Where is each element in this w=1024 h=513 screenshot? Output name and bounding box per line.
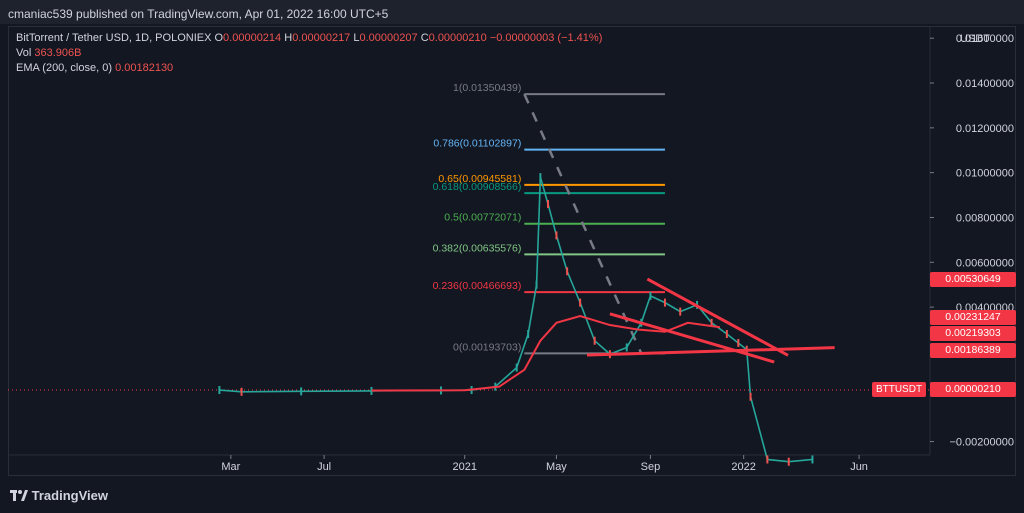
tradingview-logo[interactable]: TradingView <box>10 488 108 503</box>
fib-level-label: 0.236(0.00466693) <box>433 280 522 292</box>
legend-symbol-row: BitTorrent / Tether USD, 1D, POLONIEX O0… <box>16 32 602 44</box>
ohlc-change: −0.00000003 (−1.41%) <box>489 32 603 44</box>
price-tag-ema: 0.00231247 <box>930 310 1016 325</box>
legend-volume-row: Vol 363.906B <box>16 47 81 59</box>
price-tick-label: 0.01200000 <box>956 123 1014 135</box>
time-tick-label: 2022 <box>731 461 755 473</box>
publisher-line: cmaniac539 published on TradingView.com,… <box>8 7 389 21</box>
fib-level-label: 0(0.00193703) <box>453 341 521 353</box>
ohlc-low-label: L <box>353 32 360 44</box>
ohlc-high: 0.00000217 <box>292 32 351 44</box>
fib-level-label: 0.618(0.00908566) <box>433 181 522 193</box>
ohlc-open: 0.00000214 <box>223 32 282 44</box>
symbol-tag: BTTUSDT <box>872 382 926 397</box>
tradingview-mark-icon <box>10 489 28 501</box>
legend-ema-row: EMA (200, close, 0) 0.00182130 <box>16 62 173 74</box>
chart-frame[interactable] <box>8 26 1016 476</box>
time-tick-label: May <box>546 461 567 473</box>
time-tick-label: Jul <box>317 461 331 473</box>
triangle-lower-trendline <box>586 346 835 357</box>
fib-trend-line <box>523 93 643 354</box>
price-scale-currency[interactable]: USDT <box>960 33 990 45</box>
time-tick-label: Mar <box>221 461 240 473</box>
ohlc-close-label: C <box>420 32 429 44</box>
price-tag-descending-trendline: 0.00186389 <box>930 343 1016 358</box>
ema-label[interactable]: EMA (200, close, 0) <box>16 62 112 74</box>
price-tick-label: 0.00800000 <box>956 212 1014 224</box>
vol-value: 363.906B <box>34 47 82 59</box>
price-chart[interactable]: USDT 0.01600000 0.01400000 0.01200000 0.010… <box>0 0 1024 478</box>
ohlc-high-label: H <box>284 32 293 44</box>
price-tag-lower-trendline: 0.00219303 <box>930 326 1016 341</box>
price-tag-last-price: 0.00000210 <box>930 382 1016 397</box>
fib-level-label: 0.65(0.00945581) <box>438 173 521 185</box>
fib-level-label: 0.5(0.00772071) <box>444 212 521 224</box>
fib-level-label: 0.786(0.01102897) <box>433 138 521 150</box>
vol-label[interactable]: Vol <box>16 47 32 59</box>
price-tick-label: 0.01400000 <box>956 78 1014 90</box>
ohlc-close: 0.00000210 <box>428 32 487 44</box>
price-tick-label: −0.00200000 <box>949 437 1014 449</box>
price-tick-label: 0.01600000 <box>956 33 1014 45</box>
publisher-bar: cmaniac539 published on TradingView.com,… <box>0 0 1024 24</box>
fib-level-label: 1(0.01350439) <box>453 82 521 94</box>
tradingview-wordmark: TradingView <box>31 488 108 503</box>
ohlc-open-label: O <box>214 32 224 44</box>
price-tick-label: 0.00600000 <box>956 257 1014 269</box>
legend-symbol[interactable]: BitTorrent / Tether USD, 1D, POLONIEX <box>16 32 212 44</box>
fib-level-label: 0.382(0.00635576) <box>433 242 522 254</box>
ema-value: 0.00182130 <box>115 62 174 74</box>
triangle-upper-trendline <box>646 277 789 357</box>
time-tick-label: 2021 <box>452 461 476 473</box>
price-tick-label: 0.01000000 <box>956 168 1014 180</box>
ohlc-low: 0.00000207 <box>359 32 418 44</box>
descending-trendline <box>609 312 775 364</box>
price-tag-upper-trendline: 0.00530649 <box>930 272 1016 287</box>
bottom-bar <box>0 478 1024 513</box>
time-tick-label: Jun <box>850 461 868 473</box>
time-tick-label: Sep <box>641 461 661 473</box>
